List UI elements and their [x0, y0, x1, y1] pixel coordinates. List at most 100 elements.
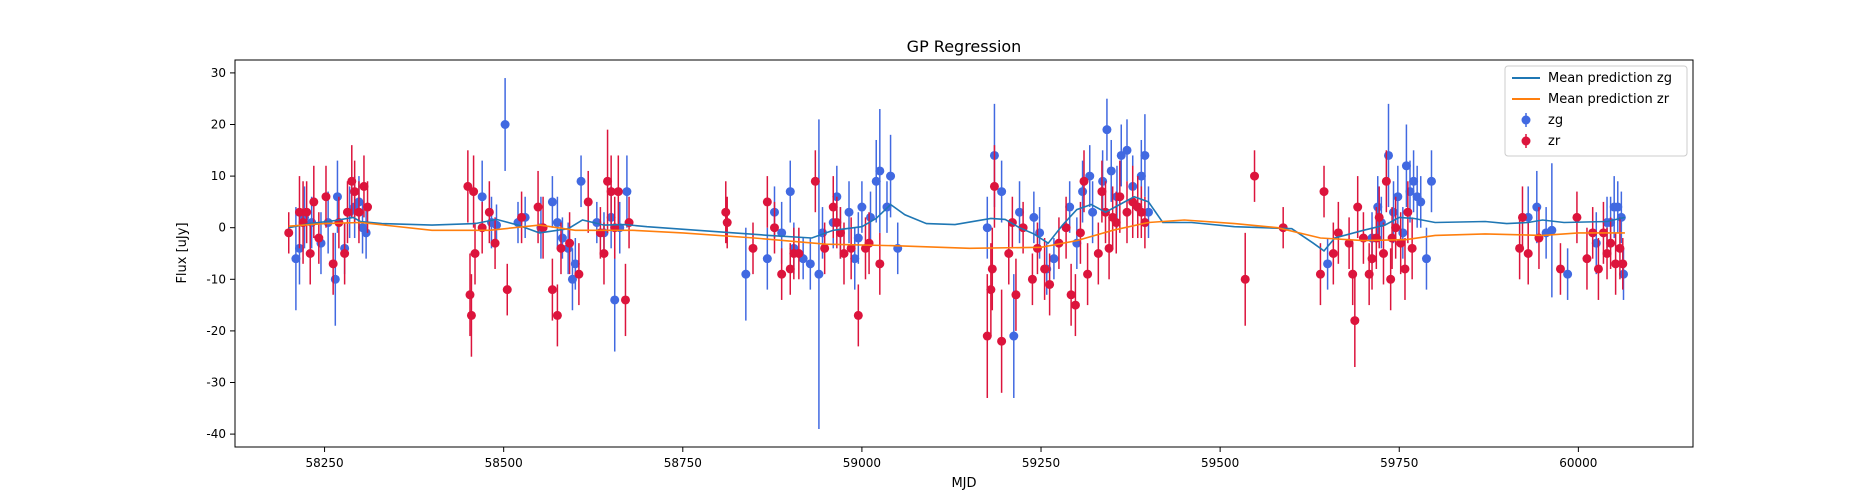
- zr-point: [1136, 207, 1146, 217]
- zg-point: [777, 228, 787, 238]
- zr-point: [1070, 300, 1080, 310]
- zg-point: [1547, 225, 1557, 235]
- zg-point: [547, 197, 557, 207]
- zr-point: [722, 218, 732, 228]
- zr-point: [1104, 243, 1114, 253]
- zg-point: [857, 202, 867, 212]
- zr-point: [1066, 290, 1076, 300]
- zr-point: [853, 310, 863, 320]
- zr-point: [1606, 238, 1616, 248]
- legend-zg-marker: [1521, 115, 1531, 125]
- zr-point: [777, 269, 787, 279]
- zr-point: [1348, 269, 1358, 279]
- mean-prediction-zr-line: [288, 219, 1625, 250]
- zr-point: [762, 197, 772, 207]
- zr-point: [864, 238, 874, 248]
- zg-point: [1393, 192, 1403, 202]
- axes-frame: [234, 59, 1694, 448]
- zr-point: [305, 249, 315, 258]
- zg-point: [853, 233, 863, 243]
- zr-point: [820, 243, 830, 253]
- zr-point: [1328, 249, 1338, 258]
- zr-point: [1386, 274, 1396, 284]
- zr-point: [354, 207, 364, 217]
- zr-point: [828, 202, 838, 212]
- zr-point: [465, 290, 475, 300]
- legend-box: [1504, 65, 1688, 157]
- zg-point: [871, 176, 881, 186]
- zr-point: [1344, 238, 1354, 248]
- zr-point: [484, 207, 494, 217]
- zg-point: [805, 259, 815, 269]
- zr-point: [1004, 249, 1014, 258]
- zr-point: [1572, 212, 1582, 222]
- zr-point: [1602, 249, 1612, 258]
- zr-point: [547, 285, 557, 295]
- zr-point: [314, 233, 324, 243]
- y-tick-label: -30: [206, 376, 226, 390]
- zr-point: [987, 264, 997, 274]
- zg-point: [785, 187, 795, 197]
- zr-point: [328, 259, 338, 269]
- legend-zr-label: zr: [1548, 134, 1561, 149]
- zr-point: [1315, 269, 1325, 279]
- legend-zg-label: zg: [1548, 113, 1563, 128]
- x-tick-label: 58750: [664, 456, 702, 470]
- zg-point: [1616, 212, 1626, 222]
- zg-point: [500, 120, 510, 129]
- zr-point: [466, 310, 476, 320]
- series-zr-points: [284, 129, 1628, 398]
- zr-point: [463, 181, 473, 191]
- zr-point: [1618, 259, 1628, 269]
- zg-point: [850, 254, 860, 264]
- zg-point: [1015, 207, 1025, 217]
- zr-point: [839, 249, 849, 258]
- zr-point: [1353, 202, 1363, 212]
- zr-point: [1523, 249, 1533, 258]
- zg-point: [361, 228, 371, 238]
- x-tick-label: 59250: [1022, 456, 1060, 470]
- zg-point: [576, 176, 586, 186]
- zr-point: [1517, 212, 1527, 222]
- zr-point: [1381, 176, 1391, 186]
- zg-point: [1409, 176, 1419, 186]
- zr-point: [875, 259, 885, 269]
- legend-zg-line-label: Mean prediction zg: [1548, 71, 1672, 86]
- zg-point: [1384, 150, 1394, 160]
- zr-point: [1240, 274, 1250, 284]
- zg-point: [1532, 202, 1542, 212]
- zg-point: [1136, 171, 1146, 181]
- zg-point: [1106, 166, 1116, 176]
- zr-point: [469, 187, 479, 197]
- zr-point: [1350, 316, 1360, 326]
- ticks-layer: 58250 58500 58750 59000 59250 59500 59750 60000…: [206, 66, 1597, 470]
- legend: Mean prediction zg Mean prediction zr zg…: [1504, 65, 1688, 157]
- y-tick-label: -10: [206, 272, 226, 286]
- zr-point: [1079, 176, 1089, 186]
- zr-point: [1032, 243, 1042, 253]
- x-tick-label: 58500: [485, 456, 523, 470]
- zr-point: [832, 218, 842, 228]
- zr-point: [1011, 290, 1021, 300]
- zr-point: [1319, 187, 1329, 197]
- zr-point: [1582, 254, 1592, 264]
- zg-point: [332, 192, 342, 202]
- zg-point: [1088, 207, 1098, 217]
- zr-point: [1093, 249, 1103, 258]
- zg-point: [1085, 171, 1095, 181]
- series-zg-points: [291, 78, 1629, 429]
- zr-point: [1333, 228, 1343, 238]
- zr-point: [997, 336, 1007, 346]
- zr-point: [470, 249, 480, 258]
- zr-point: [810, 176, 820, 186]
- zr-point: [490, 238, 500, 248]
- x-axis-label: MJD: [951, 476, 976, 491]
- zg-point: [610, 295, 620, 305]
- zg-point: [982, 223, 992, 233]
- x-tick-label: 59750: [1380, 456, 1418, 470]
- zg-point: [1416, 197, 1426, 207]
- zr-point: [340, 249, 350, 258]
- plot-layer: [284, 78, 1629, 429]
- zr-point: [721, 207, 731, 217]
- zg-point: [1102, 125, 1112, 135]
